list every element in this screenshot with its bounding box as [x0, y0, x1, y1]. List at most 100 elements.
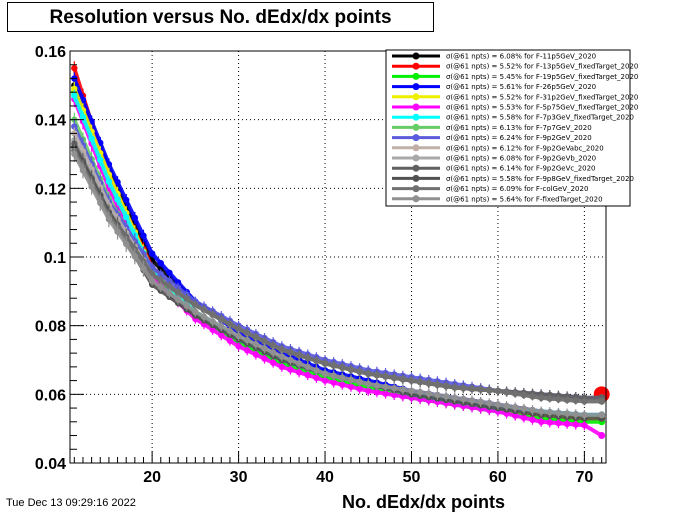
data-point [529, 406, 536, 414]
legend-marker [412, 154, 420, 162]
data-point [71, 123, 78, 130]
data-point [261, 345, 268, 352]
data-point [390, 374, 398, 382]
legend-label: σ(@61 npts) = 5.52% for F-31p2GeV_fixedT… [446, 93, 638, 101]
y-tick-label: 0.04 [35, 456, 66, 473]
legend-marker [412, 62, 420, 70]
legend-label: σ(@61 npts) = 5.53% for F-5p75GeV_fixedT… [446, 104, 638, 112]
legend-label: σ(@61 npts) = 5.52% for F-13p5GeV_fixedT… [446, 63, 638, 71]
data-point [581, 398, 588, 405]
data-point [269, 359, 277, 366]
data-point [140, 232, 147, 239]
data-point [356, 385, 363, 393]
data-point [572, 421, 579, 428]
data-point [226, 337, 234, 344]
data-point [131, 214, 139, 222]
data-point [555, 419, 562, 427]
legend-label: σ(@61 npts) = 6.08% for F-9p2GeVb_2020 [446, 155, 596, 163]
data-point [269, 349, 277, 356]
data-point [537, 408, 545, 415]
data-point [226, 327, 234, 335]
data-point [209, 311, 216, 318]
data-point [122, 240, 130, 248]
legend-marker [412, 103, 420, 111]
legend-label: σ(@61 npts) = 6.12% for F-9p2GeVabc_2020 [446, 144, 604, 152]
data-point [537, 418, 545, 425]
legend-marker [412, 52, 420, 60]
data-point [382, 390, 389, 397]
data-point [313, 374, 320, 382]
data-point [486, 400, 493, 407]
footer-date: Tue Dec 13 09:29:16 2022 [6, 497, 136, 509]
data-point [572, 411, 579, 418]
x-tick-label: 60 [489, 469, 507, 486]
data-point [442, 382, 450, 390]
data-point [278, 346, 286, 353]
data-point [71, 85, 78, 92]
data-point [546, 408, 554, 416]
data-point [114, 178, 121, 186]
title-box: Resolution versus No. dEdx/dx points [7, 2, 434, 32]
data-point [537, 394, 545, 401]
data-point [512, 404, 519, 411]
legend-marker [412, 185, 420, 193]
data-point [209, 326, 216, 333]
data-point [546, 395, 554, 402]
data-point [244, 347, 251, 354]
data-point [347, 366, 355, 373]
data-point [399, 386, 407, 393]
data-point [321, 377, 329, 384]
data-point [105, 216, 113, 223]
data-point [339, 374, 346, 382]
x-axis-title: No. dEdx/dx points [342, 492, 506, 512]
data-point [425, 380, 432, 387]
data-point [174, 296, 182, 303]
data-point [330, 379, 337, 386]
data-point [494, 401, 502, 408]
y-tick-label: 0.1 [44, 250, 66, 267]
data-point [408, 377, 415, 384]
data-point [347, 376, 355, 384]
data-point [321, 370, 329, 377]
data-point [97, 156, 104, 164]
data-point [390, 384, 398, 392]
data-point [434, 381, 441, 388]
y-tick-label: 0.06 [35, 387, 66, 404]
data-point [434, 391, 441, 399]
legend-label: σ(@61 npts) = 6.13% for F-7p7GeV_2020 [446, 124, 592, 132]
data-point [321, 360, 329, 367]
data-point [503, 402, 510, 410]
data-point [122, 213, 130, 221]
legend-marker [412, 195, 420, 203]
data-point [287, 366, 294, 373]
legend-marker [412, 123, 420, 131]
data-point [244, 336, 251, 344]
data-point [71, 64, 78, 72]
legend-label: σ(@61 npts) = 5.61% for F-26p5GeV_2020 [446, 83, 596, 91]
x-tick-label: 40 [316, 469, 334, 486]
data-point [330, 362, 337, 369]
x-tick-label: 30 [230, 469, 248, 486]
legend-marker [412, 83, 420, 91]
data-point [157, 270, 164, 278]
data-point [166, 269, 173, 276]
legend-marker [412, 174, 420, 182]
data-point [512, 412, 519, 419]
data-point [486, 387, 493, 394]
data-point [88, 183, 95, 190]
data-point [313, 357, 320, 364]
y-tick-label: 0.12 [35, 181, 66, 198]
data-point [183, 295, 190, 303]
legend-marker [412, 144, 420, 152]
data-point [365, 380, 372, 388]
legend-label: σ(@61 npts) = 5.58% for F-9p8GeV_fixedTa… [446, 175, 634, 183]
data-point [304, 363, 311, 371]
legend-marker [412, 93, 420, 101]
data-point-last [598, 432, 606, 440]
data-point [166, 277, 173, 285]
data-point [235, 343, 242, 350]
data-point [97, 199, 104, 207]
data-point [269, 342, 277, 349]
series-layer [71, 61, 610, 440]
